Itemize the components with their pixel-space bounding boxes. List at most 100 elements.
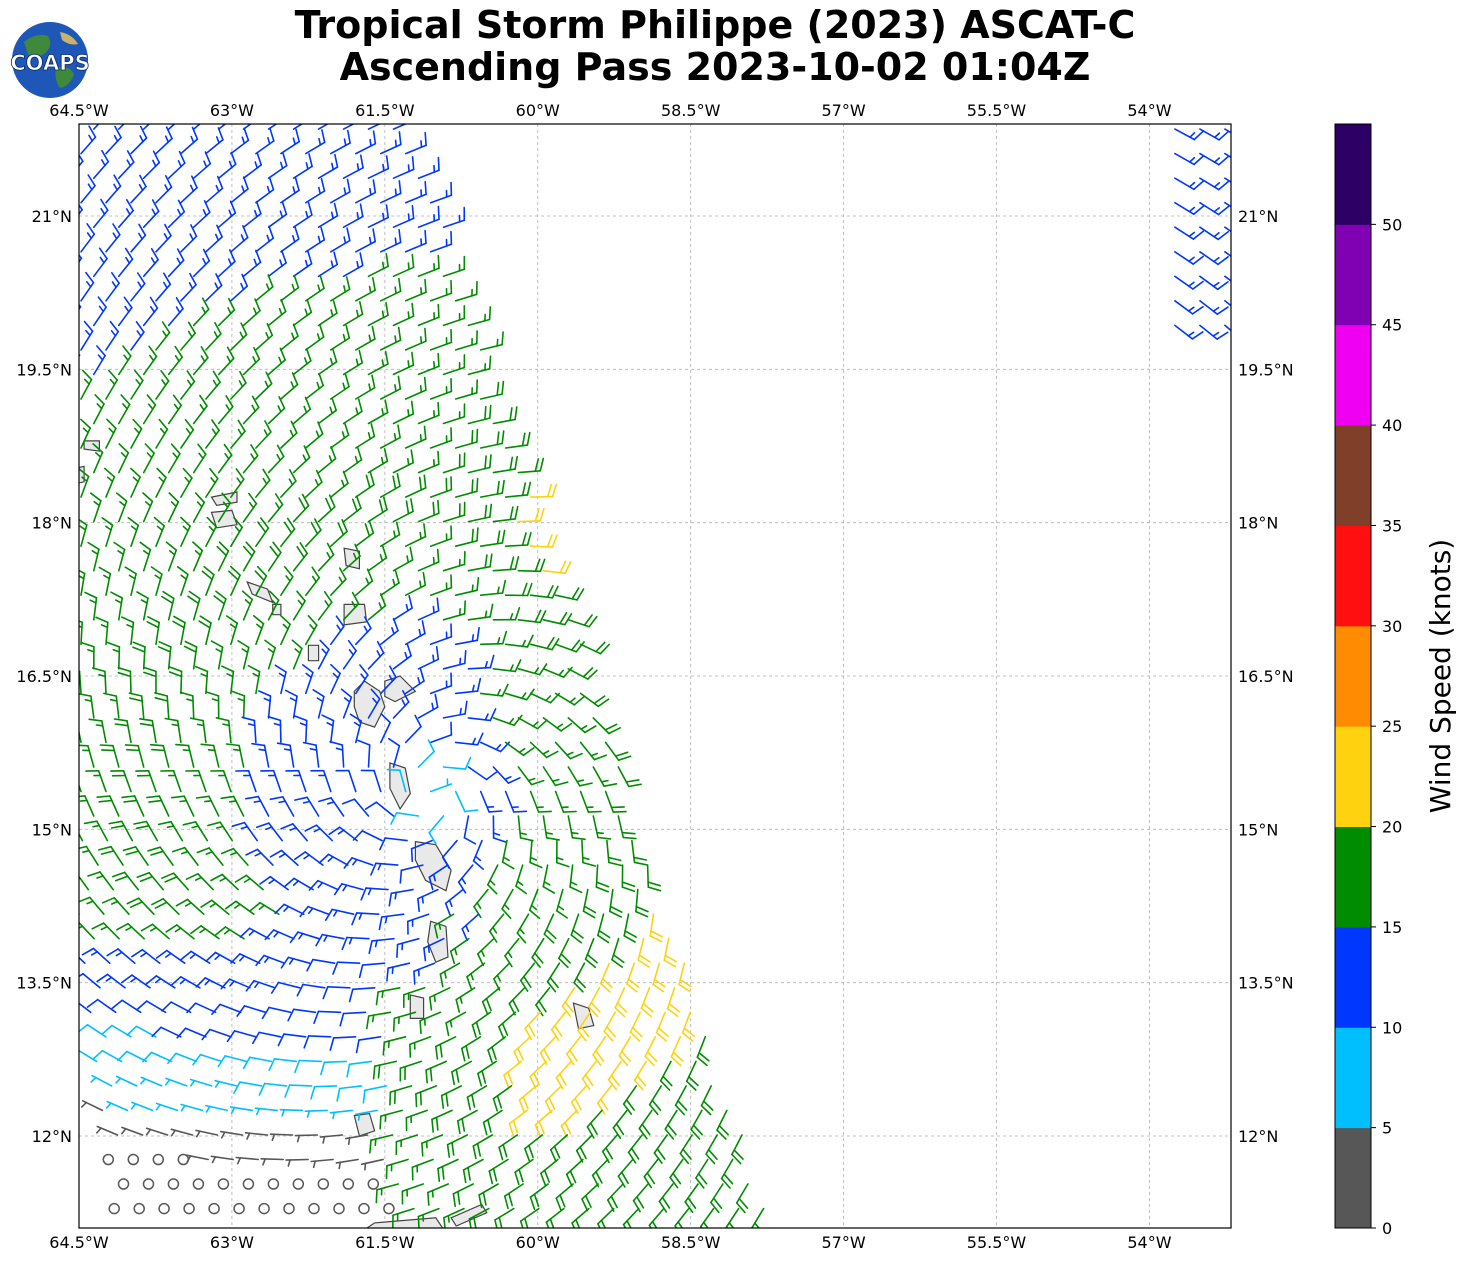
wind-barb bbox=[267, 493, 284, 523]
wind-barb bbox=[597, 913, 611, 944]
wind-barb bbox=[292, 348, 312, 376]
wind-barb bbox=[317, 445, 337, 474]
wind-barb bbox=[255, 468, 271, 498]
title-line-1: Tropical Storm Philippe (2023) ASCAT-C bbox=[294, 3, 1136, 47]
wind-barb bbox=[444, 888, 464, 917]
wind-barb bbox=[358, 962, 386, 979]
wind-barb bbox=[367, 544, 388, 572]
wind-barb bbox=[696, 1036, 710, 1067]
wind-barb bbox=[472, 1134, 494, 1160]
wind-barb bbox=[90, 1074, 113, 1087]
wind-barb bbox=[200, 899, 230, 916]
wind-barb bbox=[404, 327, 427, 351]
wind-barb bbox=[105, 125, 122, 155]
wind-barb bbox=[364, 801, 395, 817]
wind-barb bbox=[1199, 177, 1230, 191]
wind-barb bbox=[201, 565, 215, 597]
wind-barb bbox=[283, 1202, 295, 1215]
wind-barb bbox=[155, 321, 171, 351]
wind-barb bbox=[79, 518, 88, 548]
wind-barb bbox=[293, 796, 320, 817]
wind-barb bbox=[255, 274, 274, 302]
wind-barb bbox=[217, 346, 235, 376]
wind-barb bbox=[604, 741, 632, 762]
wind-barb bbox=[429, 230, 453, 253]
wind-barb bbox=[543, 913, 557, 944]
wind-barb bbox=[360, 769, 382, 793]
wind-barb bbox=[113, 718, 132, 744]
wind-barb bbox=[164, 717, 182, 744]
wind-barb bbox=[429, 476, 453, 498]
wind-barb bbox=[53, 694, 69, 718]
wind-barb bbox=[488, 1158, 509, 1185]
wind-barb bbox=[440, 1085, 463, 1109]
wind-barb bbox=[242, 200, 262, 228]
wind-barb bbox=[106, 641, 121, 670]
wind-barb bbox=[205, 1104, 229, 1113]
wind-barb bbox=[215, 716, 232, 744]
wind-barb bbox=[648, 1085, 663, 1116]
wind-barb bbox=[1174, 251, 1204, 265]
wind-barb bbox=[315, 933, 345, 947]
wind-barb bbox=[280, 128, 301, 155]
wind-barb bbox=[205, 467, 219, 498]
wind-barb bbox=[417, 548, 440, 572]
wind-barb bbox=[621, 864, 636, 893]
wind-barb bbox=[679, 1134, 693, 1165]
wind-barb bbox=[160, 769, 182, 793]
wind-barb bbox=[606, 839, 623, 867]
lon-label-bottom: 57°W bbox=[822, 1233, 866, 1252]
wind-barb bbox=[86, 998, 117, 1014]
wind-barb bbox=[1174, 299, 1204, 315]
wind-barb bbox=[1224, 251, 1231, 258]
wind-barb bbox=[1224, 128, 1231, 134]
wind-barb bbox=[340, 688, 353, 719]
wind-barb bbox=[155, 223, 172, 253]
wind-barb bbox=[473, 888, 489, 919]
wind-barb bbox=[392, 594, 413, 621]
wind-barb bbox=[189, 1078, 213, 1087]
wind-barb bbox=[379, 521, 401, 548]
wind-barb bbox=[646, 864, 662, 892]
lat-label-left: 16.5°N bbox=[16, 667, 72, 686]
wind-barb bbox=[93, 345, 106, 376]
wind-barb bbox=[529, 534, 558, 548]
wind-barb bbox=[492, 659, 522, 673]
wind-barb bbox=[404, 278, 427, 302]
wind-barb bbox=[80, 418, 91, 449]
wind-barb bbox=[404, 571, 427, 597]
wind-barb bbox=[342, 495, 362, 523]
lon-label-top: 58.5°W bbox=[661, 101, 721, 120]
wind-barb bbox=[1199, 324, 1229, 340]
wind-barb bbox=[105, 271, 120, 302]
wind-barb bbox=[685, 1060, 699, 1091]
wind-barb bbox=[529, 839, 543, 869]
wind-barb bbox=[81, 641, 95, 670]
wind-barb bbox=[1174, 324, 1204, 340]
wind-barb bbox=[367, 204, 390, 228]
wind-barb bbox=[149, 743, 170, 768]
wind-barb bbox=[529, 790, 553, 813]
wind-barb bbox=[210, 769, 232, 793]
wind-barb bbox=[108, 1202, 120, 1215]
wind-barb bbox=[554, 692, 585, 706]
wind-barb bbox=[348, 986, 376, 1003]
wind-barb bbox=[103, 692, 120, 719]
wind-barb bbox=[140, 1076, 163, 1087]
wind-barb bbox=[155, 272, 172, 302]
wind-barb bbox=[454, 379, 479, 400]
wind-barb bbox=[217, 443, 233, 474]
wind-barb bbox=[175, 898, 205, 916]
wind-barb bbox=[176, 565, 189, 597]
wind-barb bbox=[267, 124, 278, 130]
wind-barb bbox=[274, 903, 305, 916]
wind-barb bbox=[601, 1134, 619, 1164]
wind-barb bbox=[391, 1207, 415, 1228]
wind-barb bbox=[269, 1133, 294, 1142]
wind-barb bbox=[550, 1011, 567, 1041]
wind-barb bbox=[429, 181, 453, 204]
wind-barb bbox=[267, 250, 287, 278]
wind-barb bbox=[392, 642, 412, 670]
wind-barb bbox=[317, 397, 338, 425]
wind-barb bbox=[431, 1109, 453, 1133]
